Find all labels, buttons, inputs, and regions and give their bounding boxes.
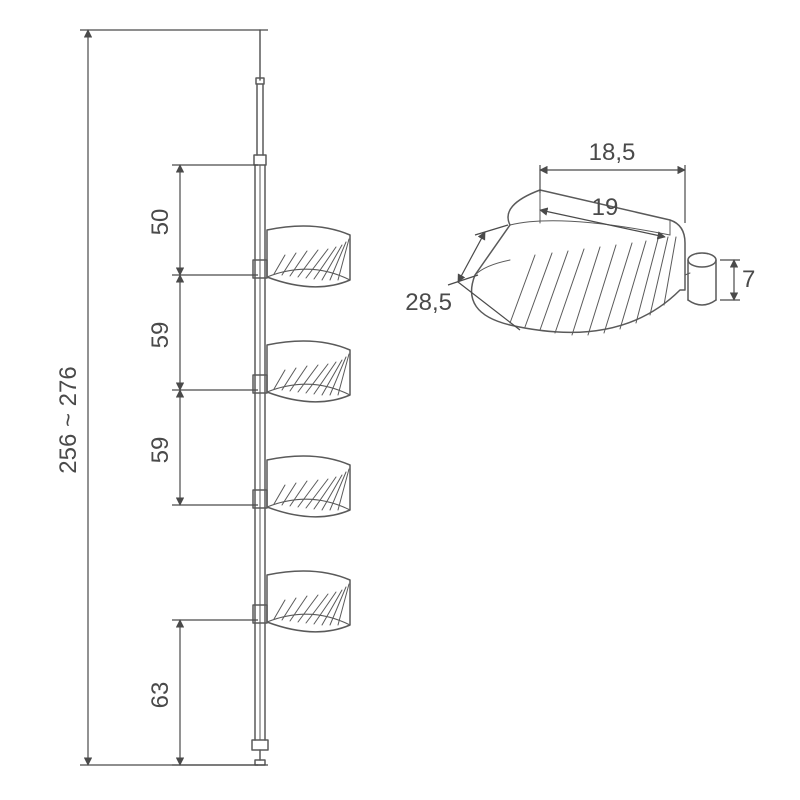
dim-total-height: 256 ~ 276 xyxy=(55,30,268,765)
technical-drawing: 256 ~ 276 50 59 59 63 xyxy=(0,0,800,800)
dim-seg-2: 59 xyxy=(147,437,174,464)
dim-segments: 50 59 59 63 xyxy=(147,165,258,765)
dim-total-height-label: 256 ~ 276 xyxy=(55,366,82,473)
dim-length: 28,5 xyxy=(405,225,520,330)
dim-depth-label: 19 xyxy=(592,194,619,221)
detail-view: 18,5 19 7 28,5 xyxy=(405,139,755,335)
side-view: 256 ~ 276 50 59 59 63 xyxy=(55,30,350,765)
dim-seg-3: 63 xyxy=(147,682,174,709)
dim-length-label: 28,5 xyxy=(405,289,452,316)
dim-clip: 7 xyxy=(720,260,755,300)
pole xyxy=(252,30,268,765)
baskets-side xyxy=(253,226,350,632)
dim-seg-1: 59 xyxy=(147,322,174,349)
dim-seg-0: 50 xyxy=(147,209,174,236)
dim-clip-label: 7 xyxy=(742,266,755,293)
dim-width-top-label: 18,5 xyxy=(589,139,636,166)
